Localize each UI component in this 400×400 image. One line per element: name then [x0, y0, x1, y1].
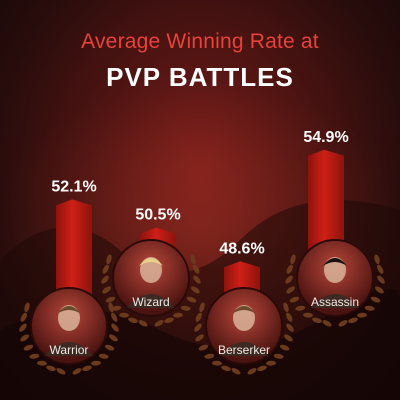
laurel-wreath-icon: [101, 254, 201, 327]
category-label-warrior: Warrior: [50, 343, 89, 357]
laurel-wreath-icon: [194, 302, 294, 375]
assassin-portrait-icon: [311, 257, 359, 308]
value-label-berserker: 48.6%: [219, 240, 264, 257]
category-label-wizard: Wizard: [132, 295, 169, 309]
category-label-berserker: Berserker: [218, 343, 270, 357]
chart-title: PVP BATTLES: [106, 62, 294, 92]
laurel-wreath-icon: [285, 254, 385, 327]
laurel-wreath-icon: [19, 302, 119, 375]
value-label-assassin: 54.9%: [303, 129, 348, 146]
value-label-warrior: 52.1%: [51, 178, 96, 195]
wizard-portrait-icon: [127, 257, 175, 308]
chart-subtitle: Average Winning Rate at: [81, 30, 319, 53]
value-label-wizard: 50.5%: [135, 207, 180, 224]
bar-warrior: [56, 199, 92, 316]
warrior-portrait-icon: [45, 305, 93, 356]
berserker-portrait-icon: [220, 305, 268, 356]
category-label-assassin: Assassin: [311, 295, 359, 309]
bar-assassin: [308, 149, 344, 268]
